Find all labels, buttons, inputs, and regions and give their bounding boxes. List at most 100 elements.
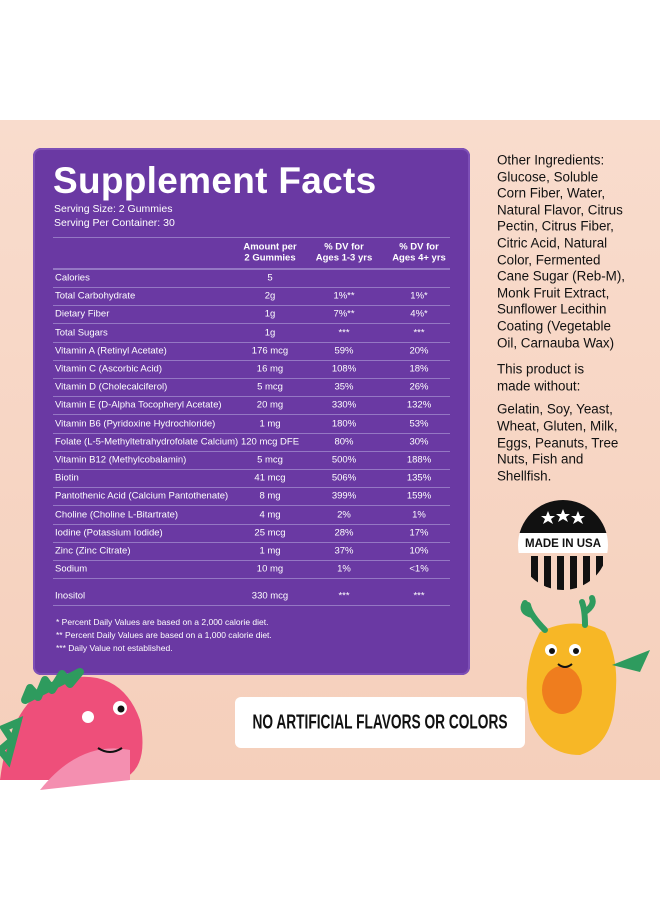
column-header: % DV for — [399, 241, 439, 253]
nutrient-name: Pantothenic Acid (Calcium Pantothenate) — [55, 490, 229, 502]
row-rule — [53, 305, 450, 307]
nutrient-value: 1 mg — [259, 545, 281, 557]
row-rule — [53, 487, 450, 489]
nutrient-value: 7%** — [333, 308, 355, 320]
row-rule — [53, 541, 450, 543]
row-rule — [53, 523, 450, 525]
nutrient-value: 25 mcg — [254, 527, 286, 539]
servings: Serving Per Container: 30 — [54, 217, 175, 229]
badge-text: MADE IN USA — [525, 538, 601, 550]
nutrient-value: 500% — [331, 454, 357, 466]
nutrient-value: 35% — [334, 381, 354, 393]
rule — [53, 237, 450, 238]
ingredients: Pectin, Citrus Fiber, — [497, 218, 614, 234]
nutrient-value: 30% — [409, 436, 429, 448]
column-header: 2 Gummies — [244, 252, 296, 264]
row-rule — [53, 341, 450, 343]
nutrient-name: Vitamin D (Cholecalciferol) — [55, 381, 168, 393]
ingredients: Coating (Vegetable — [497, 318, 611, 334]
nutrient-value: *** — [338, 327, 350, 339]
nutrient-value: 132% — [406, 399, 432, 411]
nutrient-value: *** — [338, 590, 350, 602]
nutrient-name: Total Sugars — [55, 327, 108, 339]
column-header: Ages 1-3 yrs — [315, 252, 373, 264]
nutrient-value: 120 mcg DFE — [240, 436, 300, 448]
badge: MADE IN USA — [518, 500, 608, 590]
nutrient-name: Biotin — [55, 472, 79, 484]
row-rule — [53, 469, 450, 470]
nutrient-value: 5 mcg — [257, 381, 283, 393]
made-without-heading: This product is — [497, 361, 585, 377]
nutrient-name: Sodium — [55, 563, 88, 575]
nutrient-name: Inositol — [55, 590, 86, 602]
nutrient-value: 135% — [406, 472, 432, 484]
nutrient-value: 180% — [331, 418, 357, 430]
nutrient-value: 80% — [334, 436, 354, 448]
ingredients: Color, Fermented — [497, 252, 601, 268]
allergens: Gelatin, Soy, Yeast, — [497, 401, 613, 417]
allergens: Shellfish. — [497, 468, 552, 484]
nutrient-name: Dietary Fiber — [55, 308, 110, 320]
nutrient-value: 1% — [412, 509, 426, 521]
nutrient-value: 330 mcg — [251, 590, 289, 602]
nutrient-value: <1% — [409, 563, 429, 575]
ingredients: Oil, Carnauba Wax) — [497, 335, 615, 351]
nutrient-value: 10% — [409, 545, 429, 557]
nutrient-name: Vitamin B6 (Pyridoxine Hydrochloride) — [55, 418, 216, 430]
allergens: Eggs, Peanuts, Tree — [497, 435, 619, 451]
banner-text: NO ARTIFICIAL FLAVORS OR COLORS — [253, 711, 508, 733]
banner — [235, 697, 525, 748]
nutrient-name: Iodine (Potassium Iodide) — [55, 527, 163, 539]
nutrient-value: *** — [413, 590, 425, 602]
nutrient-value: 18% — [409, 363, 429, 375]
ingredients: Cane Sugar (Reb-M), — [497, 268, 626, 284]
nutrient-value: 2% — [337, 509, 351, 521]
ingredients: Other Ingredients: — [497, 152, 605, 168]
nutrient-name: Calories — [55, 272, 90, 284]
rule — [53, 268, 450, 270]
nutrient-name: Zinc (Zinc Citrate) — [55, 545, 131, 557]
row-rule — [53, 432, 450, 434]
serving-size: Serving Size: 2 Gummies — [54, 203, 173, 215]
nutrient-value: 20 mg — [256, 399, 284, 411]
nutrient-value: 26% — [409, 381, 429, 393]
row-rule — [53, 287, 450, 288]
ingredients: Monk Fruit Extract, — [497, 285, 610, 301]
row-rule — [53, 605, 450, 606]
nutrient-name: Choline (Choline L-Bitartrate) — [55, 509, 179, 521]
nutrient-value: 28% — [334, 527, 354, 539]
nutrient-value: 399% — [331, 490, 357, 502]
ingredients: Glucose, Soluble — [497, 169, 599, 185]
nutrient-value: 1% — [337, 563, 351, 575]
row-rule — [53, 505, 450, 507]
row-rule — [53, 578, 450, 580]
nutrient-value: 53% — [409, 418, 429, 430]
nutrient-value: *** — [413, 327, 425, 339]
ingredients: Natural Flavor, Citrus — [497, 202, 623, 218]
nutrient-name: Vitamin A (Retinyl Acetate) — [55, 345, 167, 357]
nutrient-value: 2g — [264, 290, 276, 302]
nutrient-value: 1g — [264, 308, 276, 320]
footnote: ** Percent Daily Values are based on a 1… — [56, 630, 272, 640]
row-rule — [53, 323, 450, 325]
nutrient-name: Vitamin B12 (Methylcobalamin) — [55, 454, 187, 466]
made-without-heading: made without: — [497, 378, 581, 393]
row-rule — [53, 450, 450, 452]
nutrient-value: 37% — [334, 545, 354, 557]
nutrient-value: 1%** — [333, 290, 355, 302]
nutrient-value: 330% — [331, 399, 357, 411]
supplement-panel — [33, 148, 470, 675]
nutrient-value: 4%* — [410, 308, 428, 320]
nutrient-value: 5 — [267, 272, 273, 284]
ingredients: Citric Acid, Natural — [497, 235, 608, 251]
nutrient-value: 20% — [409, 345, 429, 357]
nutrient-value: 10 mg — [256, 563, 284, 575]
nutrient-value: 4 mg — [259, 509, 281, 521]
row-rule — [53, 359, 450, 361]
row-rule — [53, 378, 450, 379]
nutrient-name: Folate (L-5-Methyltetrahydrofolate Calci… — [55, 436, 239, 448]
nutrient-name: Vitamin E (D-Alpha Tocopheryl Acetate) — [55, 399, 222, 411]
allergens: Nuts, Fish and — [497, 451, 584, 467]
